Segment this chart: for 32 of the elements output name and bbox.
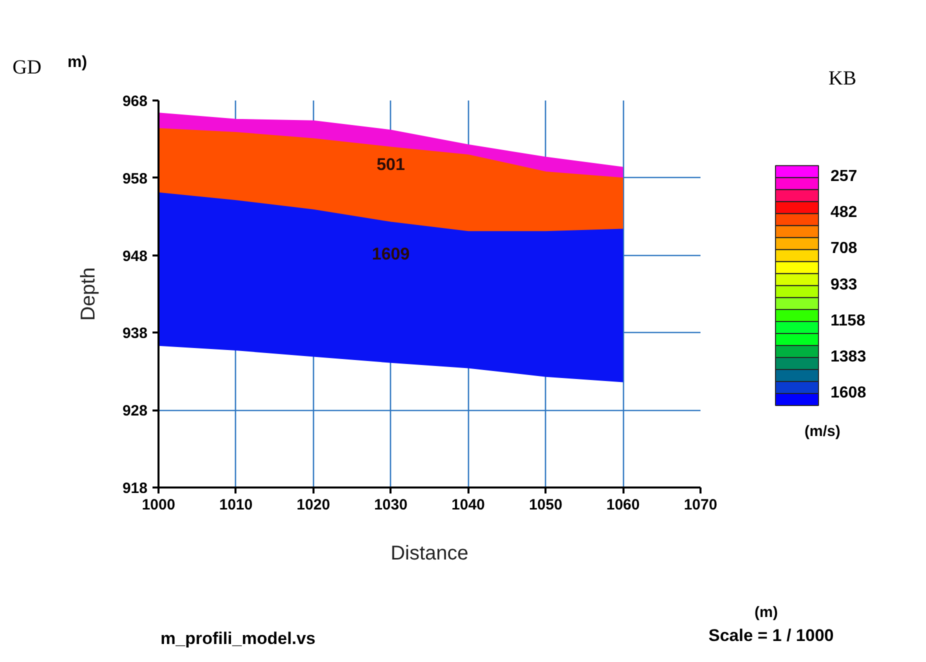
x-tick-label: 1020	[296, 496, 330, 514]
color-bar-label: 1608	[830, 384, 866, 402]
x-tick-label: 1050	[528, 496, 562, 514]
x-tick-label: 1030	[374, 496, 408, 514]
text: GD	[12, 56, 42, 78]
text: KB	[828, 68, 856, 90]
text: (m/s)	[804, 423, 840, 440]
y-tick-label: 958	[122, 170, 148, 188]
series-label: 1609	[372, 244, 410, 264]
color-bar-label: 1158	[830, 312, 866, 330]
color-bar-label: 933	[830, 276, 858, 294]
x-tick-label: 1070	[684, 496, 718, 514]
x-tick-label: 1060	[606, 496, 640, 514]
text: (m)	[754, 604, 778, 621]
color-bar-label: 1383	[830, 348, 866, 366]
color-bar-label: 257	[830, 168, 858, 185]
y-tick-label: 938	[122, 325, 148, 342]
y-tick-label: 968	[122, 93, 148, 110]
y-tick-label: 928	[122, 402, 148, 420]
x-axis-title: Distance	[390, 542, 468, 564]
text: m_profili_model.vs	[160, 629, 316, 648]
x-tick-label: 1000	[142, 496, 176, 514]
text: Scale = 1 / 1000	[708, 626, 834, 645]
x-tick-label: 1010	[219, 496, 253, 514]
text: m)	[68, 54, 88, 71]
color-bar-label: 482	[830, 204, 858, 221]
series-label: 501	[376, 155, 405, 174]
x-tick-label: 1040	[452, 496, 485, 514]
color-bar-label: 708	[830, 240, 858, 258]
y-tick-label: 918	[122, 480, 148, 497]
y-axis-title: Depth	[77, 267, 100, 321]
y-tick-label: 948	[122, 248, 148, 265]
